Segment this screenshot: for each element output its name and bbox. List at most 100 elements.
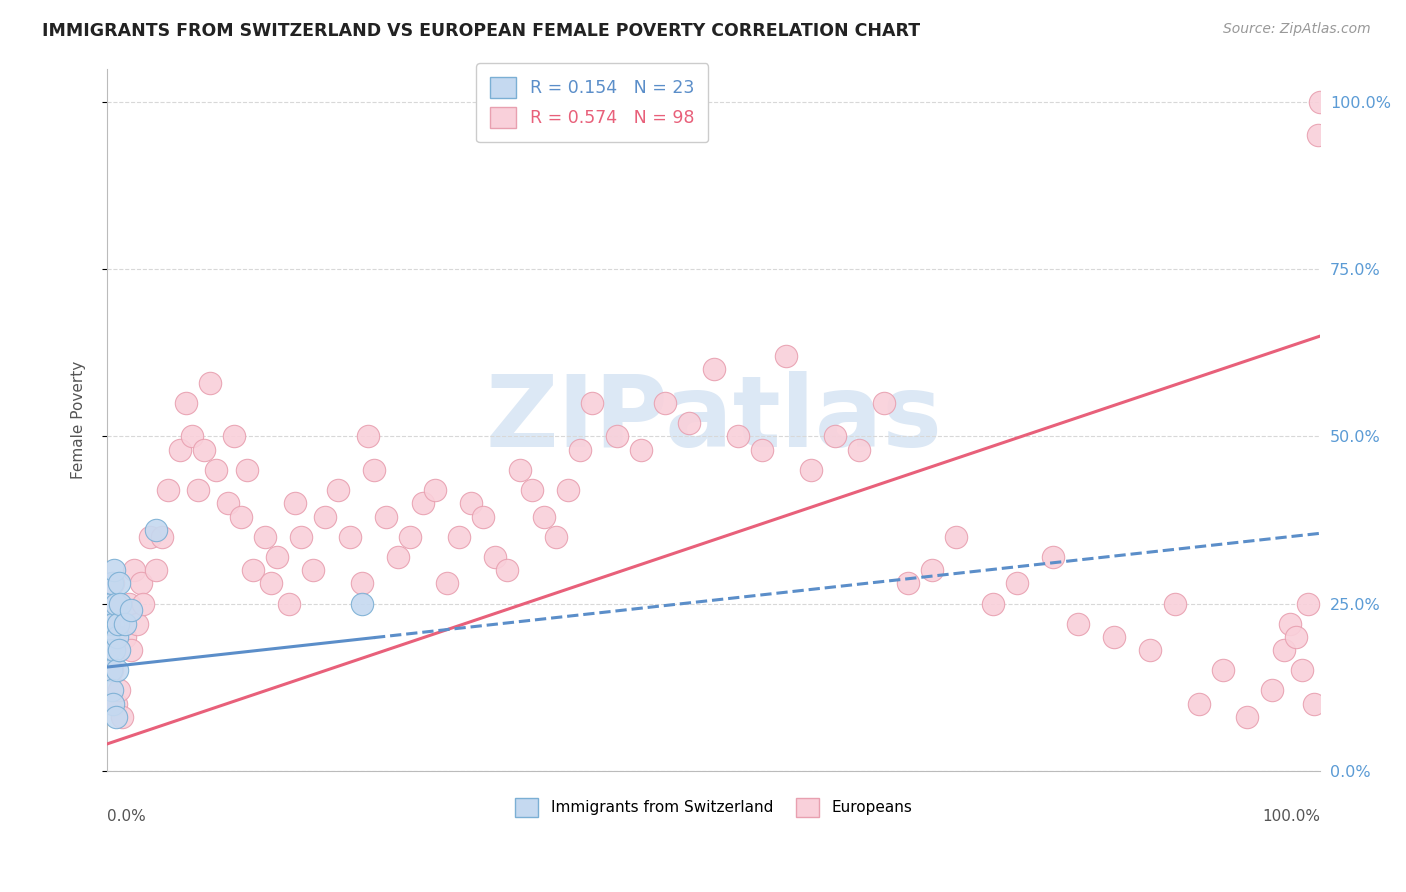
Point [260,576,283,591]
Point [1291,664,1313,678]
Point [156,483,179,497]
Point [496,563,519,577]
Point [120,643,142,657]
Point [284,496,307,510]
Point [1005,576,1028,591]
Point [118,597,141,611]
Point [105,630,128,644]
Point [800,463,823,477]
Point [581,396,603,410]
Point [103,643,125,657]
Legend: Immigrants from Switzerland, Europeans: Immigrants from Switzerland, Europeans [509,792,918,822]
Point [104,697,127,711]
Point [326,483,349,497]
Point [122,563,145,577]
Point [290,530,312,544]
Point [412,496,434,510]
Point [848,442,870,457]
Point [447,530,470,544]
Point [375,509,398,524]
Point [544,530,567,544]
Point [921,563,943,577]
Point [107,616,129,631]
Point [103,630,125,644]
Point [509,463,531,477]
Point [533,509,555,524]
Text: Source: ZipAtlas.com: Source: ZipAtlas.com [1223,22,1371,37]
Point [350,597,373,611]
Point [120,603,142,617]
Point [1285,630,1308,644]
Point [127,616,149,631]
Point [101,616,124,631]
Point [104,597,127,611]
Point [339,530,361,544]
Point [224,429,246,443]
Point [114,630,136,644]
Point [1042,549,1064,564]
Text: IMMIGRANTS FROM SWITZERLAND VS EUROPEAN FEMALE POVERTY CORRELATION CHART: IMMIGRANTS FROM SWITZERLAND VS EUROPEAN … [42,22,921,40]
Point [399,530,422,544]
Point [129,576,152,591]
Point [108,576,131,591]
Point [101,576,124,591]
Point [105,603,128,617]
Point [132,597,155,611]
Point [1066,616,1088,631]
Point [1188,697,1211,711]
Point [278,597,301,611]
Point [1236,710,1258,724]
Point [266,549,288,564]
Point [727,429,749,443]
Point [108,683,131,698]
Point [387,549,409,564]
Point [872,396,894,410]
Point [100,664,122,678]
Point [98,643,121,657]
Point [557,483,579,497]
Point [1303,697,1326,711]
Point [981,597,1004,611]
Point [824,429,846,443]
Point [1139,643,1161,657]
Point [169,442,191,457]
Point [101,697,124,711]
Point [423,483,446,497]
Point [606,429,628,443]
Point [242,563,264,577]
Point [1309,95,1331,109]
Point [110,597,132,611]
Text: 0.0%: 0.0% [107,809,146,824]
Point [1212,664,1234,678]
Point [484,549,506,564]
Point [198,376,221,390]
Point [193,442,215,457]
Point [630,442,652,457]
Point [104,710,127,724]
Point [145,563,167,577]
Point [253,530,276,544]
Point [138,530,160,544]
Point [1272,643,1295,657]
Text: 100.0%: 100.0% [1263,809,1320,824]
Point [145,523,167,537]
Point [472,509,495,524]
Point [1261,683,1284,698]
Point [150,530,173,544]
Point [1102,630,1125,644]
Point [97,616,120,631]
Point [520,483,543,497]
Point [98,616,121,631]
Point [103,563,125,577]
Point [945,530,967,544]
Point [460,496,482,510]
Point [114,616,136,631]
Point [1306,128,1329,143]
Point [235,463,257,477]
Point [897,576,920,591]
Text: ZIPatlas: ZIPatlas [485,371,942,468]
Point [98,643,121,657]
Point [1163,597,1185,611]
Point [678,416,700,430]
Point [100,597,122,611]
